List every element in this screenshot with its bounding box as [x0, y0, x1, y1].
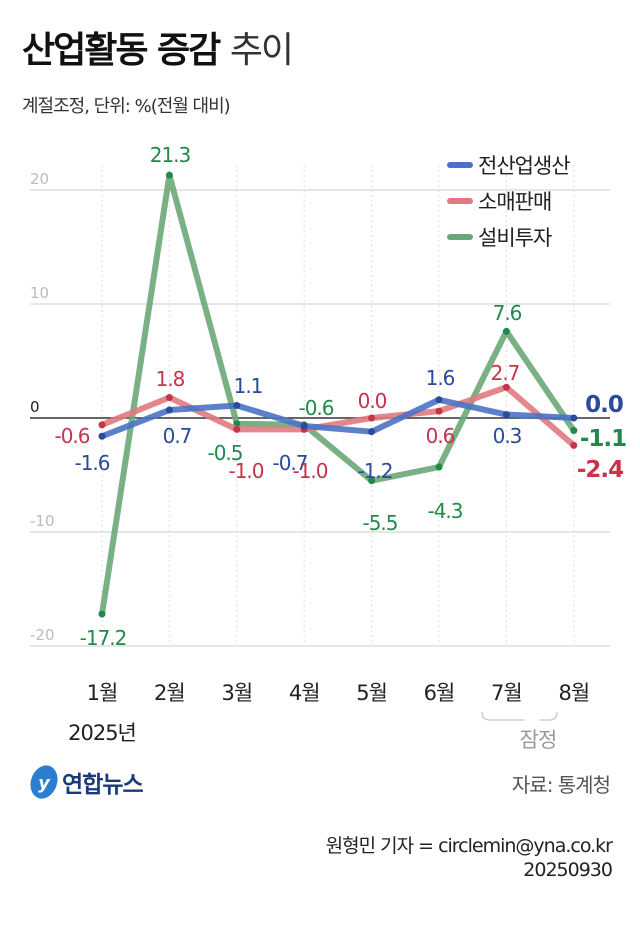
x-tick-label: 8월 — [558, 681, 589, 705]
y-tick-label: 0 — [30, 398, 40, 416]
svg-text:y: y — [38, 773, 51, 794]
data-point — [435, 463, 443, 471]
data-point — [502, 411, 510, 419]
data-label: -0.6 — [54, 424, 89, 448]
data-label: -1.0 — [228, 459, 263, 483]
year-label: 2025년 — [68, 721, 136, 745]
data-point — [368, 414, 376, 422]
data-point — [435, 396, 443, 404]
data-point — [165, 406, 173, 414]
data-point — [368, 428, 376, 436]
data-point — [300, 422, 308, 430]
logo-icon — [30, 765, 58, 799]
data-label: -0.5 — [207, 441, 242, 465]
series-line-2 — [99, 172, 577, 615]
data-label: 0.0 — [358, 389, 387, 413]
data-label: -0.7 — [272, 451, 307, 475]
data-label: 2.7 — [491, 361, 520, 385]
data-label: -0.6 — [298, 396, 333, 420]
data-point — [502, 383, 510, 391]
x-tick-label: 7월 — [491, 681, 522, 705]
prelim-bracket — [481, 711, 558, 721]
data-point — [165, 393, 173, 401]
date: 20250930 — [523, 859, 612, 881]
data-point — [570, 414, 578, 422]
x-tick-label: 5월 — [356, 681, 387, 705]
data-point — [98, 432, 106, 440]
series-line-0 — [100, 396, 574, 440]
data-label: 0.6 — [426, 424, 455, 448]
x-tick-label: 2월 — [154, 681, 185, 705]
data-point — [502, 327, 510, 335]
source: 자료: 통계청 — [512, 773, 610, 797]
y-tick-label: -10 — [30, 512, 55, 530]
data-label: -4.3 — [427, 499, 462, 523]
data-label: -17.2 — [80, 626, 127, 650]
data-point — [98, 421, 106, 429]
data-point — [368, 477, 376, 485]
y-tick-label: 20 — [30, 170, 49, 188]
data-label: -1.0 — [292, 459, 327, 483]
x-tick-label: 1월 — [87, 681, 118, 705]
chart-subtitle: 계절조정, 단위: %(전월 대비) — [22, 96, 230, 117]
series-line-1 — [100, 384, 576, 448]
y-tick-label: -20 — [30, 626, 55, 644]
data-point — [570, 427, 578, 435]
logo-text: 연합뉴스 — [62, 772, 143, 798]
data-label: 1.1 — [234, 374, 263, 398]
data-label: 0.7 — [163, 424, 192, 448]
data-label: 7.6 — [493, 301, 522, 325]
data-point — [98, 610, 106, 618]
data-label: 21.3 — [150, 143, 191, 167]
x-tick-label: 6월 — [424, 681, 455, 705]
data-label: 1.8 — [156, 367, 185, 391]
legend-label: 전산업생산 — [478, 154, 570, 178]
byline: 원형민 기자 = circlemin@yna.co.kr — [326, 835, 614, 857]
data-label: -1.1 — [580, 426, 626, 452]
data-label: -5.5 — [362, 511, 397, 535]
data-point — [570, 441, 578, 449]
data-label: 0.0 — [585, 392, 623, 418]
y-tick-label: 10 — [30, 284, 49, 302]
data-label: -2.4 — [577, 457, 623, 483]
legend-label: 소매판매 — [478, 190, 551, 214]
data-point — [233, 401, 241, 409]
x-tick-label: 4월 — [289, 681, 320, 705]
x-tick-label: 3월 — [221, 681, 252, 705]
data-label: -1.6 — [74, 451, 109, 475]
prelim-label: 잠정 — [520, 728, 557, 752]
data-point — [165, 171, 173, 179]
data-point — [435, 407, 443, 415]
yonhap-logo: y 연합뉴스 — [30, 765, 144, 799]
chart-title: 산업활동 증감 추이 — [22, 30, 292, 71]
data-point — [233, 425, 241, 433]
data-label: 0.3 — [493, 424, 522, 448]
data-label: 1.6 — [426, 366, 455, 390]
legend-label: 설비투자 — [478, 226, 552, 250]
data-label: -1.2 — [357, 459, 392, 483]
